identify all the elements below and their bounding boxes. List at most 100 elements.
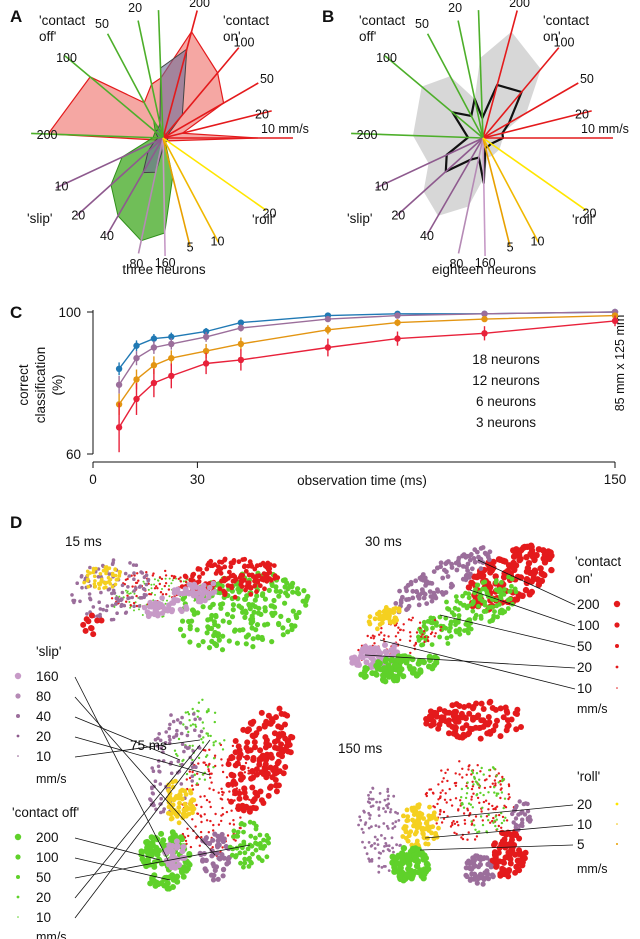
pt-11 [249,784,256,791]
pt-23 [513,816,519,821]
pt-111 [480,580,486,585]
pt-4 [393,601,399,606]
pt-40 [209,805,212,809]
category-contact-off-line-1: 'contact [39,13,85,28]
radar-panel-b: 10 mm/s205010020010205010020010204080160… [347,0,629,271]
pt-205 [244,593,250,599]
pt-68 [411,823,416,829]
pt-35 [241,839,247,845]
pt-45 [258,709,265,716]
pt-72 [415,814,421,819]
spoke-label-4: 100 [234,36,255,50]
pt-61 [412,811,418,816]
pt-106 [200,815,203,818]
pt-67 [207,831,210,834]
pt-57 [141,604,148,611]
pt-55 [205,798,209,802]
pt-63 [467,831,470,834]
pt-199 [177,626,184,633]
pt-147 [287,583,293,589]
pt-208 [195,610,201,616]
pt-149 [425,794,428,798]
legend-slip-item-80: 80 [36,689,51,704]
pt-160 [420,642,426,648]
pt-36 [414,642,417,646]
pt-17 [465,773,468,776]
pt-56 [165,593,168,596]
pt-62 [409,872,416,879]
pt-86 [485,815,489,818]
pt-96 [385,804,388,807]
spoke-label-3: 50 [260,72,274,86]
legend-slip-dot-20 [16,734,20,738]
pt-6 [80,585,84,590]
pt-61 [184,711,187,714]
pt-118 [406,596,412,602]
pt-25 [126,594,129,597]
pt-126 [220,758,223,761]
pt-154 [207,604,213,611]
pt-17 [513,863,520,870]
pt-48 [398,844,402,847]
pt-139 [194,627,200,633]
pt-101 [132,604,136,609]
pt-96 [213,754,217,757]
pt-54 [479,873,485,879]
pt-43 [249,860,254,866]
pt-75 [173,597,180,603]
pt-48 [257,841,263,846]
pt-142 [256,756,263,763]
pt-88 [386,848,390,851]
pt-82 [159,796,163,801]
pt-40 [220,633,226,639]
legend-contact-off-dot-10 [17,916,19,918]
pt-1 [217,586,223,592]
pt-159 [262,605,268,611]
pt-23 [361,840,364,844]
pt-96 [447,628,452,634]
pt-153 [455,619,461,625]
pt-91 [211,619,217,625]
pt-18 [82,580,86,585]
pt-34 [164,602,167,605]
data-point-4-1 [115,424,123,431]
pt-48 [114,573,118,578]
pt-90 [377,808,381,811]
pt-99 [508,716,515,723]
pt-93 [453,560,459,566]
pt-121 [212,823,215,827]
pt-82 [360,827,364,831]
pt-106 [531,567,538,574]
pt-150 [269,582,275,589]
spoke-label-13: 40 [420,229,434,243]
pt-47 [480,706,487,712]
pt-79 [232,793,235,796]
pt-43 [194,765,198,769]
pt-1 [476,831,479,834]
pt-45 [158,782,163,786]
pt-63 [151,769,156,773]
pt-144 [247,747,254,754]
pt-50 [485,871,491,878]
pt-104 [120,597,124,601]
pt-85 [190,774,195,779]
pt-109 [461,776,464,779]
data-point-1-1 [115,365,123,372]
pt-72 [383,798,387,802]
spoke-18 [162,137,267,211]
pt-5 [202,727,205,730]
pt-114 [188,776,192,780]
pt-11 [481,819,484,822]
pt-69 [129,604,132,607]
pt-146 [212,788,215,792]
pt-25 [128,601,131,603]
pt-156 [260,576,265,581]
data-point-3-9 [481,315,488,323]
spoke-label-1: 10 mm/s [261,122,309,136]
pt-29 [516,812,521,817]
pt-82 [111,617,116,622]
data-point-3-8 [394,319,401,326]
pt-112 [499,796,502,800]
pt-5 [369,790,372,794]
pt-108 [519,592,526,599]
